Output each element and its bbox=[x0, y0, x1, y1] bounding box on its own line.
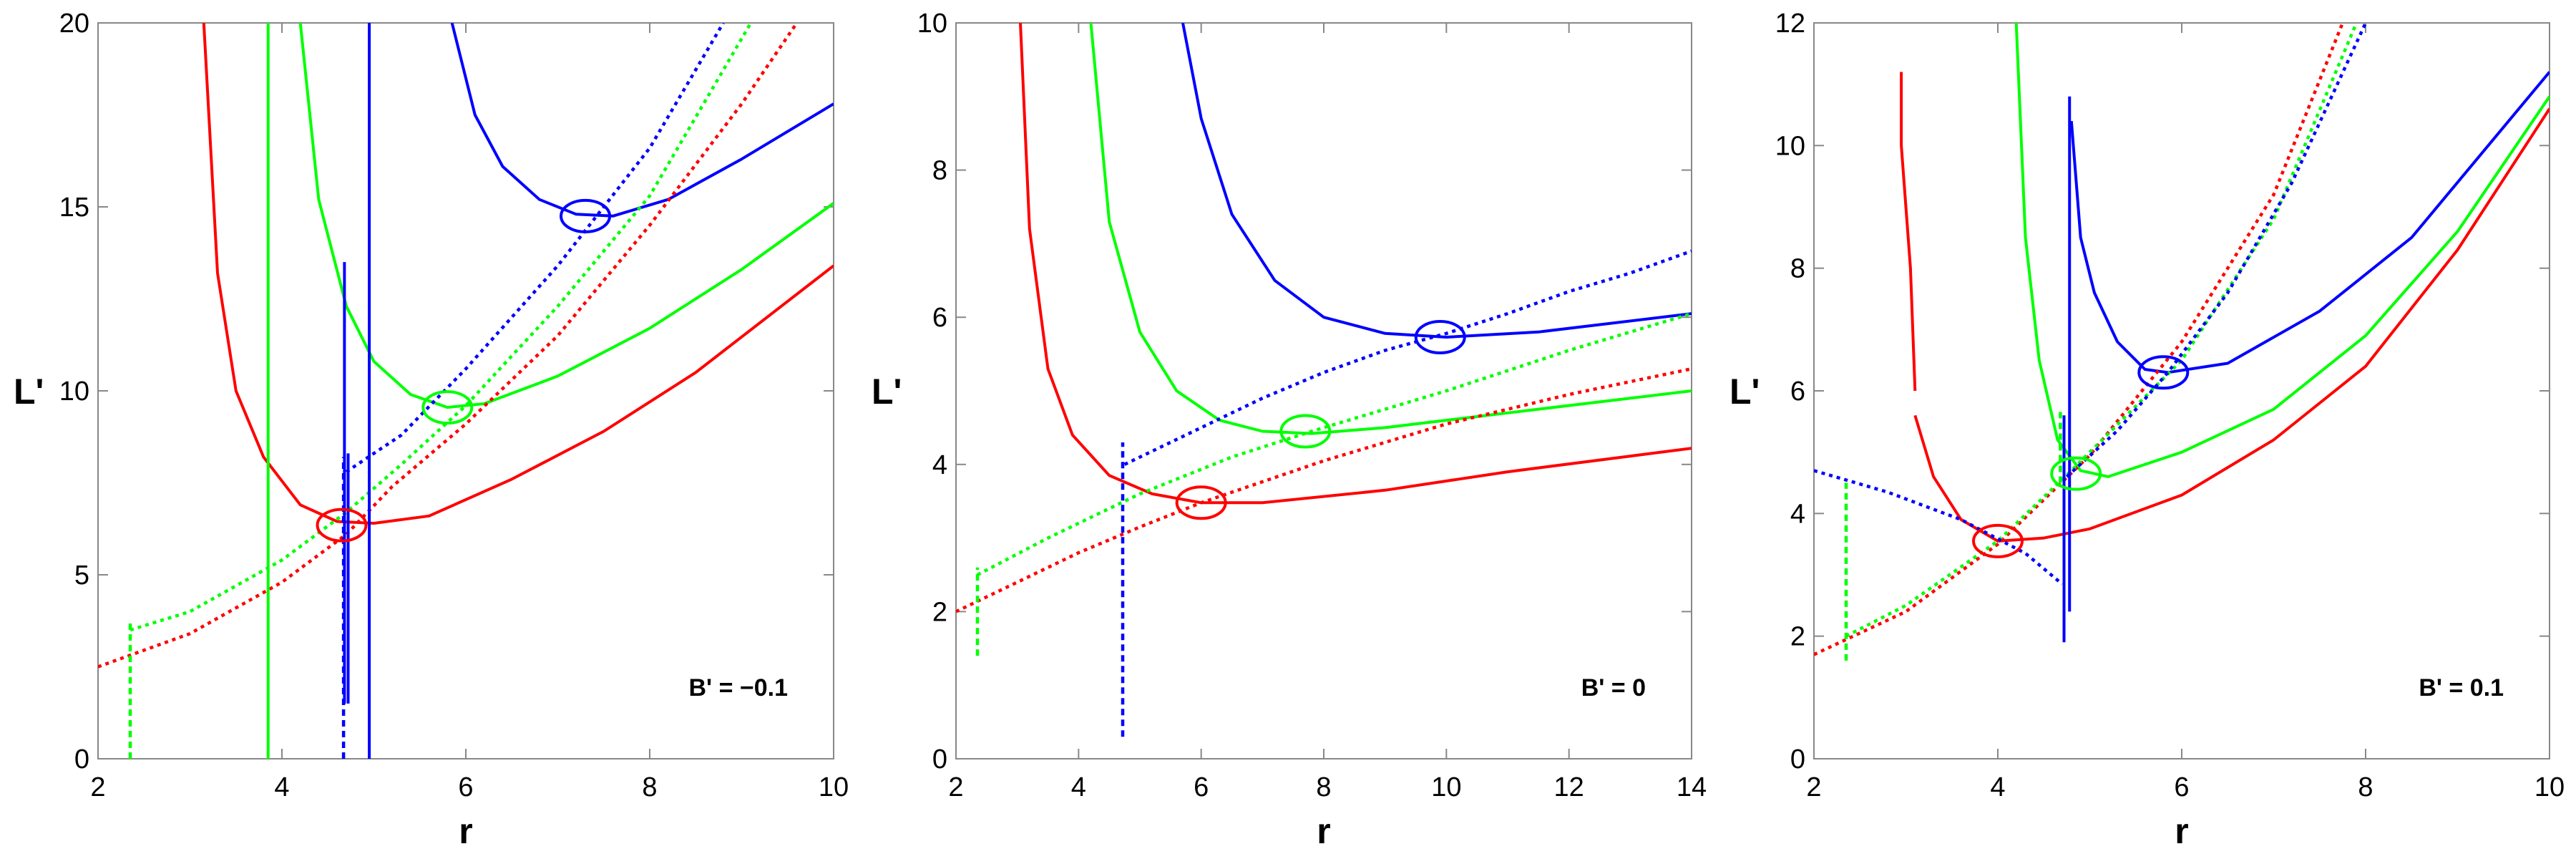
minimum-marker-circle bbox=[1414, 319, 1466, 354]
y-tick-label: 5 bbox=[74, 560, 89, 591]
x-tick-label: 8 bbox=[2358, 772, 2373, 802]
series-line-solid bbox=[1913, 107, 2550, 543]
y-tick-label: 10 bbox=[1775, 131, 1805, 161]
plot-frame bbox=[97, 22, 834, 759]
x-axis-title: r bbox=[459, 811, 472, 851]
minimum-marker-circle bbox=[2137, 355, 2190, 390]
x-tick-label: 4 bbox=[1990, 772, 2005, 802]
x-tick-label: 2 bbox=[948, 772, 963, 802]
x-tick-label: 2 bbox=[90, 772, 105, 802]
y-tick-label: 6 bbox=[1790, 377, 1805, 407]
y-tick-label: 8 bbox=[932, 156, 947, 186]
series-line-dotted bbox=[130, 23, 753, 632]
minimum-marker-circle bbox=[1972, 523, 2024, 558]
y-tick-label: 4 bbox=[1790, 499, 1805, 529]
minimum-marker-circle bbox=[1279, 414, 1332, 449]
y-tick-label: 2 bbox=[1790, 622, 1805, 652]
b-value-annotation: B' = −0.1 bbox=[688, 674, 788, 702]
series-line-solid bbox=[2014, 23, 2550, 478]
x-tick-label: 12 bbox=[1554, 772, 1584, 802]
series-line-solid bbox=[1019, 23, 1692, 505]
x-tick-label: 6 bbox=[2174, 772, 2189, 802]
x-tick-label: 6 bbox=[1194, 772, 1209, 802]
y-tick-label: 0 bbox=[1790, 744, 1805, 775]
plot-area bbox=[956, 23, 1692, 737]
b-value-annotation: B' = 0.1 bbox=[2419, 674, 2504, 702]
b-value-annotation: B' = 0 bbox=[1581, 674, 1646, 702]
series-line-solid bbox=[450, 23, 834, 218]
y-axis-title: L' bbox=[1729, 372, 1760, 412]
series-line-solid bbox=[1900, 72, 1917, 392]
y-tick-label: 10 bbox=[59, 377, 89, 407]
series-line-dotted bbox=[1814, 469, 2064, 586]
y-tick-label: 20 bbox=[59, 9, 89, 39]
x-tick-label: 4 bbox=[274, 772, 289, 802]
x-tick-label: 6 bbox=[458, 772, 473, 802]
y-tick-label: 2 bbox=[932, 597, 947, 627]
x-tick-label: 8 bbox=[642, 772, 657, 802]
y-tick-label: 12 bbox=[1775, 9, 1805, 39]
series-line-dotted bbox=[956, 367, 1692, 613]
y-tick-label: 0 bbox=[932, 744, 947, 775]
y-tick-label: 4 bbox=[932, 450, 947, 480]
minimum-marker-circle bbox=[421, 390, 474, 425]
series-line-dotted bbox=[976, 311, 1692, 576]
x-axis-title: r bbox=[1317, 811, 1330, 851]
x-tick-label: 14 bbox=[1677, 772, 1707, 802]
minimum-marker-circle bbox=[1175, 485, 1227, 520]
x-tick-label: 10 bbox=[819, 772, 849, 802]
plot-area bbox=[98, 23, 834, 759]
x-tick-label: 4 bbox=[1071, 772, 1086, 802]
series-line-dotted bbox=[98, 23, 799, 669]
minimum-marker-circle bbox=[316, 508, 368, 543]
series-line-solid bbox=[1181, 23, 1692, 339]
y-axis-title: L' bbox=[14, 372, 44, 412]
chart-panel-b-neg-0-1: 2 4 6 8 10 0 5 10 15 20 r L' B' = −0.1 bbox=[14, 9, 849, 851]
series-line-solid bbox=[1089, 23, 1692, 435]
series-line-dotted bbox=[2065, 23, 2368, 478]
plot-frame bbox=[1813, 22, 2550, 759]
y-tick-label: 15 bbox=[59, 193, 89, 223]
x-tick-label: 10 bbox=[1431, 772, 1461, 802]
series-line-dotted bbox=[1814, 23, 2344, 656]
plot-frame bbox=[955, 22, 1692, 759]
minimum-marker-circle bbox=[560, 198, 612, 233]
series-line-dotted bbox=[1845, 23, 2358, 638]
series-line-dotted bbox=[1123, 249, 1692, 466]
x-axis-title: r bbox=[2175, 811, 2188, 851]
series-line-solid bbox=[298, 23, 834, 409]
y-tick-label: 8 bbox=[1790, 254, 1805, 284]
x-tick-label: 8 bbox=[1316, 772, 1331, 802]
series-line-solid bbox=[202, 23, 834, 525]
series-line-solid bbox=[2069, 71, 2550, 374]
plot-area bbox=[1814, 23, 2550, 661]
x-tick-label: 2 bbox=[1806, 772, 1821, 802]
y-tick-label: 10 bbox=[917, 9, 947, 39]
series-line-dotted bbox=[345, 23, 725, 473]
minimum-marker-circle bbox=[2050, 456, 2102, 491]
y-axis-title: L' bbox=[872, 372, 902, 412]
y-tick-label: 6 bbox=[932, 303, 947, 333]
y-tick-label: 0 bbox=[74, 744, 89, 775]
x-tick-label: 10 bbox=[2534, 772, 2565, 802]
